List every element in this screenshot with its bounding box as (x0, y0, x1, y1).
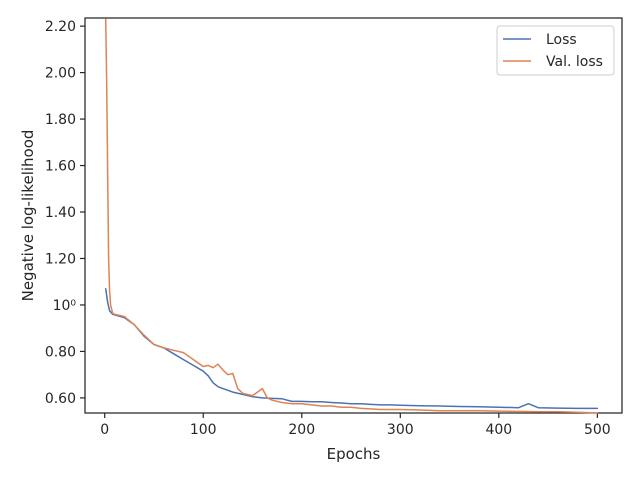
x-tick-label: 100 (190, 422, 217, 438)
x-tick-label: 300 (387, 422, 414, 438)
y-tick-label: 1.40 (45, 205, 76, 221)
y-axis-ticks: 0.60 0.80 10⁰ 1.20 1.40 1.60 1.80 2.00 2.20 (45, 19, 85, 407)
y-tick-label: 10⁰ (53, 298, 77, 314)
x-tick-label: 500 (584, 422, 611, 438)
plot-frame (84, 17, 623, 414)
series-line-val-loss (104, 18, 599, 414)
y-tick-label: 0.80 (45, 344, 76, 360)
y-tick-label: 1.80 (45, 112, 76, 128)
series-line-loss (104, 287, 599, 410)
y-tick-label: 1.60 (45, 159, 76, 175)
x-tick-label: 0 (100, 422, 109, 438)
y-tick-label: 0.60 (45, 391, 76, 407)
y-tick-label: 1.20 (45, 251, 76, 267)
y-tick-label: 2.20 (45, 19, 76, 35)
y-tick-label: 2.00 (45, 66, 76, 82)
y-axis-label: Negative log-likelihood (19, 130, 37, 302)
legend: Loss Val. loss (496, 25, 615, 76)
x-axis-label: Epochs (327, 445, 381, 463)
x-tick-label: 200 (288, 422, 315, 438)
legend-label-val-loss: Val. loss (546, 54, 603, 70)
series-lines (104, 18, 599, 414)
legend-label-loss: Loss (546, 32, 577, 48)
x-axis-ticks: 0 100 200 300 400 500 (100, 413, 611, 438)
x-tick-label: 400 (485, 422, 512, 438)
